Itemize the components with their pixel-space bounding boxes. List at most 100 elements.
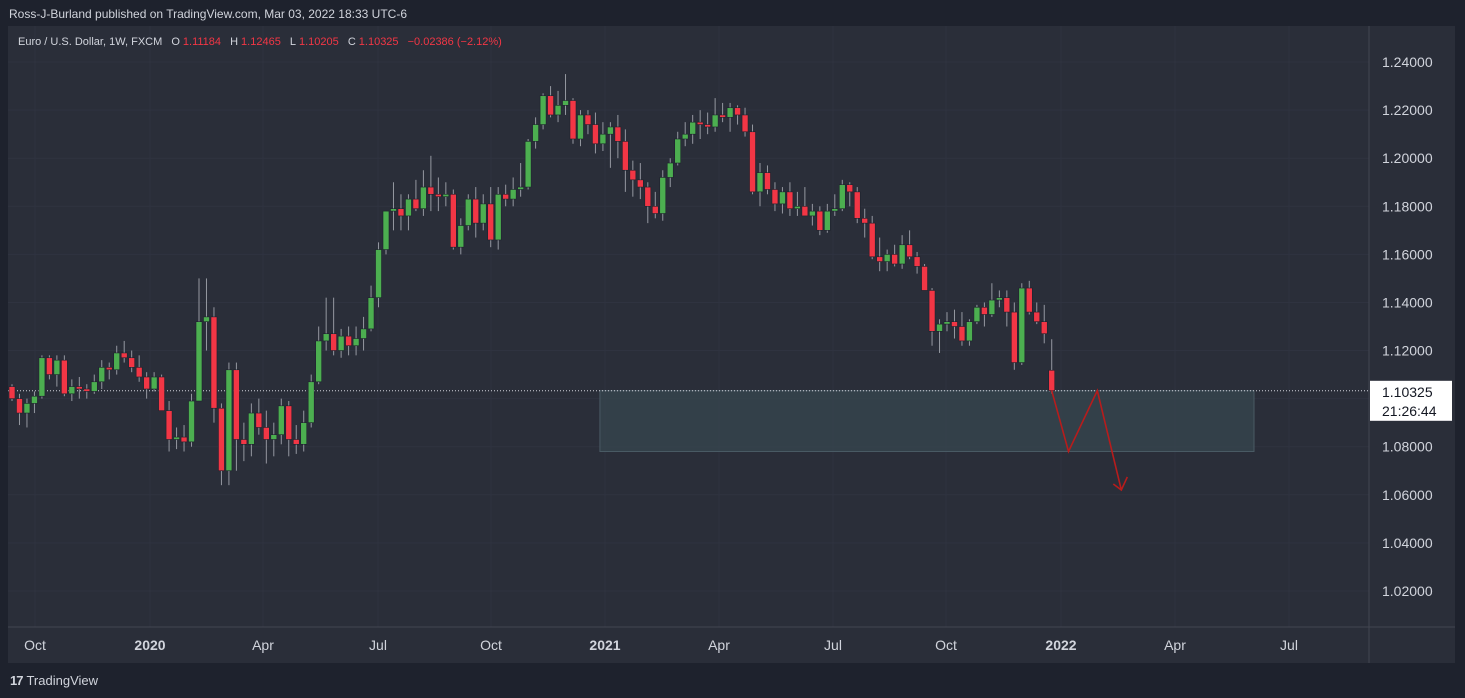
candle-up (457, 225, 465, 248)
high-label: H (230, 36, 239, 48)
y-tick-label: 1.14000 (1382, 294, 1433, 310)
candle-down (128, 357, 135, 368)
candle-up (517, 186, 524, 190)
candle-down (292, 439, 300, 445)
candle-up (225, 369, 233, 472)
candle-down (629, 169, 637, 181)
candle-down (951, 321, 958, 327)
time-axis: Oct 2020 Apr Jul Oct 2021 Apr Jul Oct 2022 Apr Jul (24, 637, 1298, 653)
candle-up (659, 177, 667, 214)
x-tick-label: Apr (252, 637, 274, 653)
candle-down (487, 203, 495, 241)
candle-up (532, 124, 539, 142)
price-tag-box (1370, 380, 1452, 421)
candle-up (838, 184, 846, 210)
candle-down (450, 193, 457, 248)
y-tick-label: 1.08000 (1382, 439, 1433, 455)
candle-up (577, 114, 584, 140)
candle-down (76, 386, 83, 390)
candle-up (38, 357, 46, 397)
candle-down (622, 141, 629, 171)
candle-up (607, 126, 614, 135)
candle-up (794, 206, 801, 210)
candle-up (494, 193, 502, 241)
candle-down (749, 131, 756, 193)
brand-label: TradingView (26, 673, 99, 688)
candle-down (120, 352, 128, 359)
candle-up (382, 210, 390, 250)
x-tick-label: Oct (935, 637, 957, 653)
symbol-name: Euro / U.S. Dollar, 1W, FXCM (18, 36, 163, 48)
candle-up (248, 412, 255, 445)
candle-down (891, 254, 898, 265)
price-tag-countdown: 21:26:44 (1382, 403, 1437, 419)
open-label: O (171, 36, 180, 48)
candle-down (816, 210, 824, 231)
candle-up (756, 172, 764, 193)
chart-frame[interactable] (8, 26, 1455, 663)
candle-down (928, 290, 936, 332)
candle-up (943, 321, 951, 325)
candle-up (173, 436, 180, 440)
candle-down (1033, 311, 1041, 322)
candle-down (255, 412, 263, 428)
candle-up (539, 95, 547, 125)
demand-zone-layer (8, 390, 1369, 453)
x-tick-label: Oct (24, 637, 46, 653)
tradingview-logo-icon: 17 (10, 673, 24, 688)
candle-up (554, 105, 562, 116)
candle-down (143, 376, 150, 390)
candle-down (218, 407, 225, 472)
candle-up (562, 100, 569, 106)
candle-down (861, 218, 869, 224)
x-tick-label: Jul (1280, 637, 1298, 653)
candle-down (330, 333, 337, 351)
candle-up (479, 203, 487, 224)
candle-down (569, 100, 577, 140)
candle-up (831, 208, 839, 212)
candle-down (1048, 369, 1056, 391)
candle-down (472, 198, 480, 224)
candle-up (98, 367, 106, 383)
open-value: 1.11184 (182, 36, 222, 48)
candle-up (883, 254, 891, 262)
candle-down (105, 367, 113, 371)
candle-up (1018, 287, 1026, 363)
y-tick-label: 1.02000 (1382, 583, 1433, 599)
candle-up (464, 198, 472, 226)
candle-down (427, 186, 435, 195)
candle-up (711, 114, 719, 128)
candle-down (1025, 287, 1033, 313)
candle-down (876, 256, 883, 262)
projection-path (1050, 388, 1123, 491)
y-tick-label: 1.24000 (1382, 54, 1433, 70)
candle-up (360, 328, 367, 339)
candle-up (405, 198, 412, 217)
candle-down (158, 376, 165, 411)
candle-down (61, 359, 68, 395)
candle-down (8, 386, 16, 399)
candle-down (285, 405, 293, 440)
candle-up (442, 193, 450, 197)
candle-down (719, 114, 726, 118)
candle-up (322, 333, 330, 342)
candle-up (31, 395, 38, 404)
candle-down (233, 369, 240, 440)
candle-up (599, 133, 607, 145)
candle-down (846, 184, 854, 193)
candle-down (644, 186, 652, 207)
x-tick-label: Apr (1164, 637, 1186, 653)
candle-down (210, 316, 218, 409)
candle-down (584, 114, 592, 125)
candle-down (397, 208, 405, 217)
close-label: C (347, 36, 356, 48)
candle-up (90, 381, 98, 392)
candle-up (674, 138, 682, 164)
candle-up (666, 162, 674, 178)
tradingview-brand[interactable]: 17 TradingView (10, 673, 98, 688)
candle-up (681, 133, 689, 140)
candle-up (420, 186, 427, 210)
candle-up (936, 323, 943, 332)
candle-down (135, 367, 143, 378)
